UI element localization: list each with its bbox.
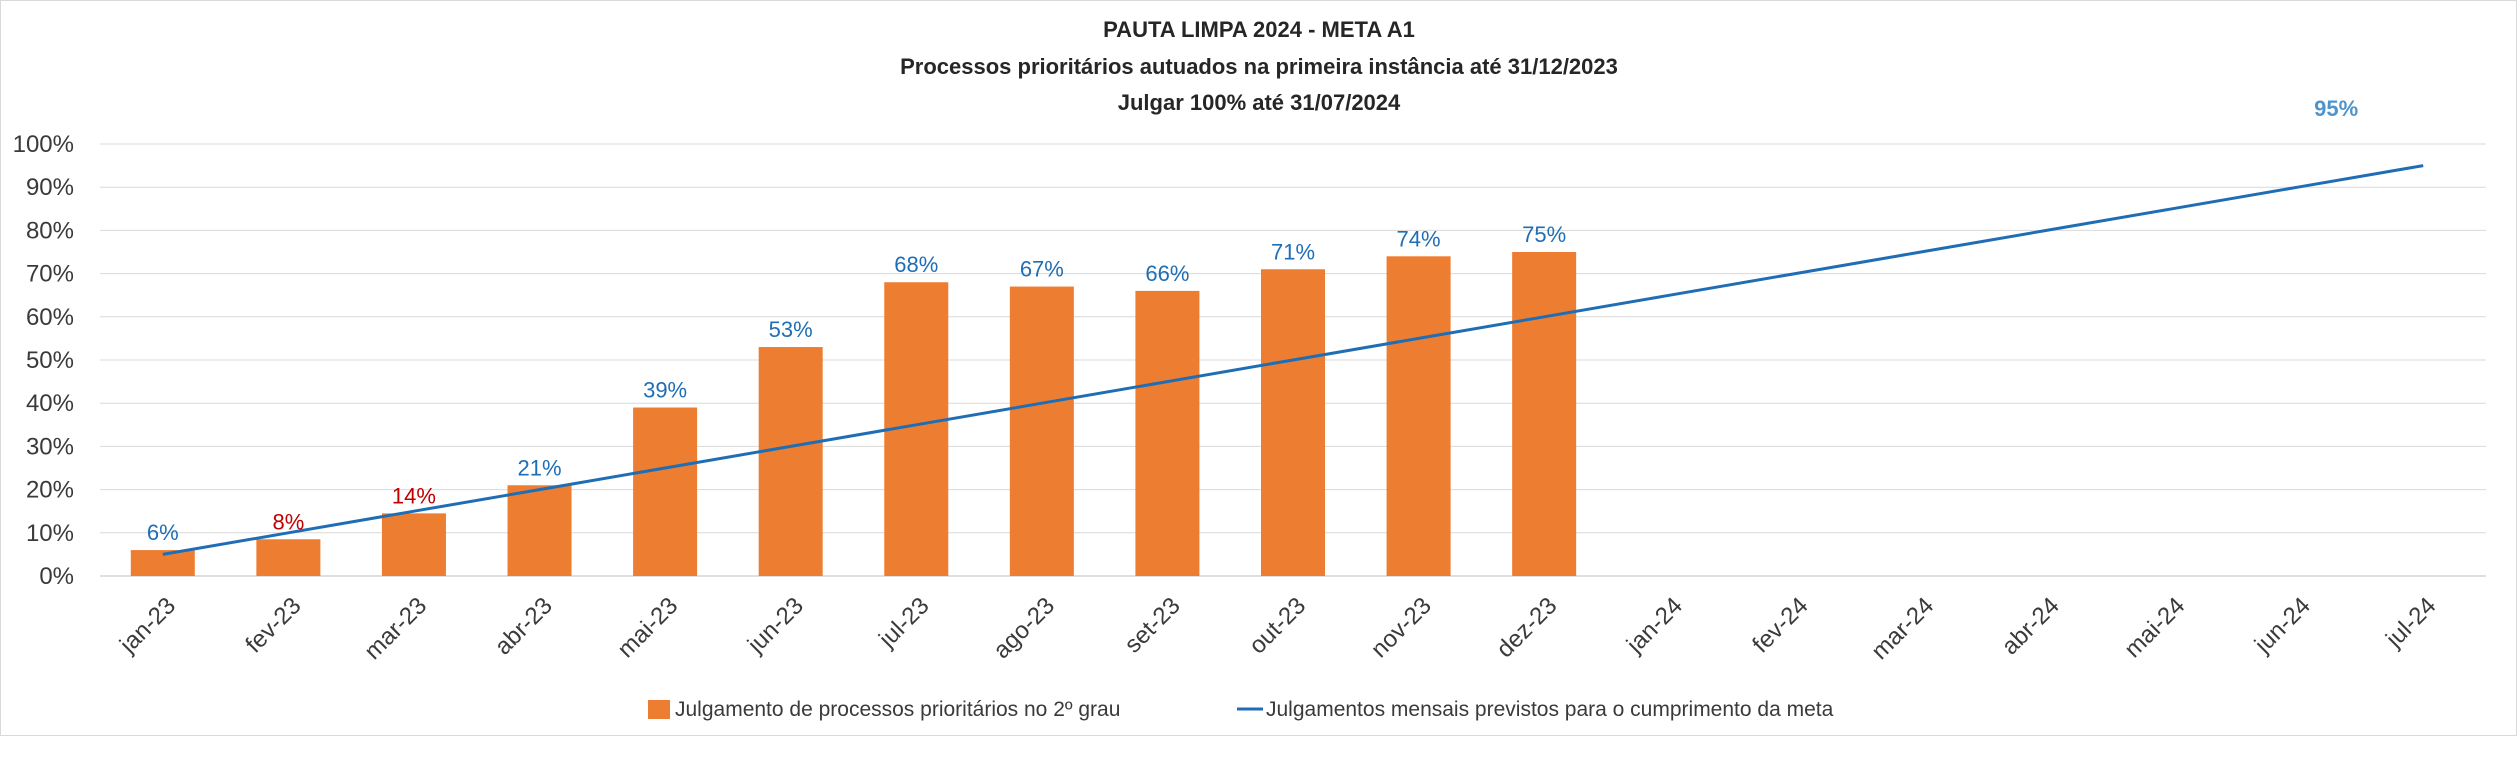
legend: Julgamento de processos prioritários no …: [648, 698, 1834, 721]
x-tick-label: jun-24: [2249, 592, 2316, 659]
x-tick-label: fev-24: [1747, 592, 1813, 658]
y-tick-label: 50%: [26, 347, 74, 374]
bar: [633, 407, 698, 576]
line-end-label: 95%: [2314, 96, 2358, 121]
x-tick-label: jul-23: [873, 592, 934, 653]
bar: [1386, 256, 1451, 576]
bar: [256, 539, 321, 576]
x-tick-label: fev-23: [240, 592, 306, 658]
chart: PAUTA LIMPA 2024 - META A1 Processos pri…: [13, 17, 2486, 721]
bar: [381, 513, 446, 576]
y-tick-label: 60%: [26, 304, 74, 331]
bar-value-label: 75%: [1522, 222, 1566, 247]
bar-value-label: 67%: [1020, 257, 1064, 282]
chart-subtitle: Processos prioritários autuados na prime…: [900, 54, 1618, 79]
x-tick-label: jul-24: [2380, 592, 2441, 653]
y-tick-label: 100%: [13, 131, 74, 158]
y-tick-label: 10%: [26, 520, 74, 547]
legend-bar-label: Julgamento de processos prioritários no …: [675, 698, 1120, 721]
legend-bar-swatch: [648, 700, 670, 719]
y-tick-label: 0%: [39, 563, 74, 590]
x-tick-label: dez-23: [1491, 592, 1562, 663]
bar: [1512, 252, 1577, 576]
y-tick-label: 80%: [26, 217, 74, 244]
bar-value-label: 74%: [1397, 226, 1441, 251]
x-tick-label: out-23: [1244, 592, 1311, 659]
y-tick-label: 40%: [26, 390, 74, 417]
chart-frame: PAUTA LIMPA 2024 - META A1 Processos pri…: [0, 0, 2517, 736]
bar: [507, 485, 572, 576]
target-line: [162, 164, 2424, 556]
bar-value-label: 6%: [147, 520, 179, 545]
chart-subtitle-goal: Julgar 100% até 31/07/2024: [1118, 90, 1401, 115]
x-tick-label: abr-24: [1997, 592, 2065, 660]
legend-line-label: Julgamentos mensais previstos para o cum…: [1266, 698, 1834, 721]
y-axis-ticks: 0% 10% 20% 30% 40% 50% 60% 70% 80% 90% 100%: [13, 131, 74, 590]
data-labels: 6% 8% 14% 21% 39% 53% 68% 67% 66% 71% 74% 75% 95%: [147, 96, 2358, 545]
line-series: [162, 164, 2424, 556]
bar: [1009, 286, 1074, 576]
bar-series: [130, 252, 1577, 576]
y-tick-label: 90%: [26, 174, 74, 201]
x-axis-ticks: jan-23 fev-23 mar-23 abr-23 mai-23 jun-23 jul-…: [114, 592, 2441, 665]
x-tick-label: nov-23: [1366, 592, 1437, 663]
bar: [1135, 290, 1200, 576]
x-tick-label: jan-24: [1621, 592, 1688, 659]
chart-title: PAUTA LIMPA 2024 - META A1: [1103, 17, 1415, 42]
bar-value-label: 21%: [518, 455, 562, 480]
bar: [758, 347, 823, 576]
bar-value-label: 66%: [1145, 261, 1189, 286]
x-tick-label: jan-23: [114, 592, 181, 659]
x-tick-label: mar-23: [359, 592, 432, 665]
bar-value-label: 8%: [272, 509, 304, 534]
x-tick-label: ago-23: [988, 592, 1060, 664]
bar-value-label: 14%: [392, 483, 436, 508]
y-tick-label: 70%: [26, 261, 74, 288]
bar-value-label: 53%: [769, 317, 813, 342]
bar-value-label: 39%: [643, 378, 687, 403]
y-tick-label: 30%: [26, 433, 74, 460]
bar: [1261, 269, 1325, 576]
x-tick-label: mar-24: [1866, 592, 1939, 665]
y-tick-label: 20%: [26, 477, 74, 504]
x-tick-label: mai-24: [2119, 592, 2190, 663]
bar-value-label: 71%: [1271, 239, 1315, 264]
x-tick-label: set-23: [1119, 592, 1185, 658]
bar-value-label: 68%: [894, 252, 938, 277]
x-tick-label: jun-23: [742, 592, 809, 659]
x-tick-label: abr-23: [490, 592, 558, 660]
x-tick-label: mai-23: [612, 592, 683, 663]
